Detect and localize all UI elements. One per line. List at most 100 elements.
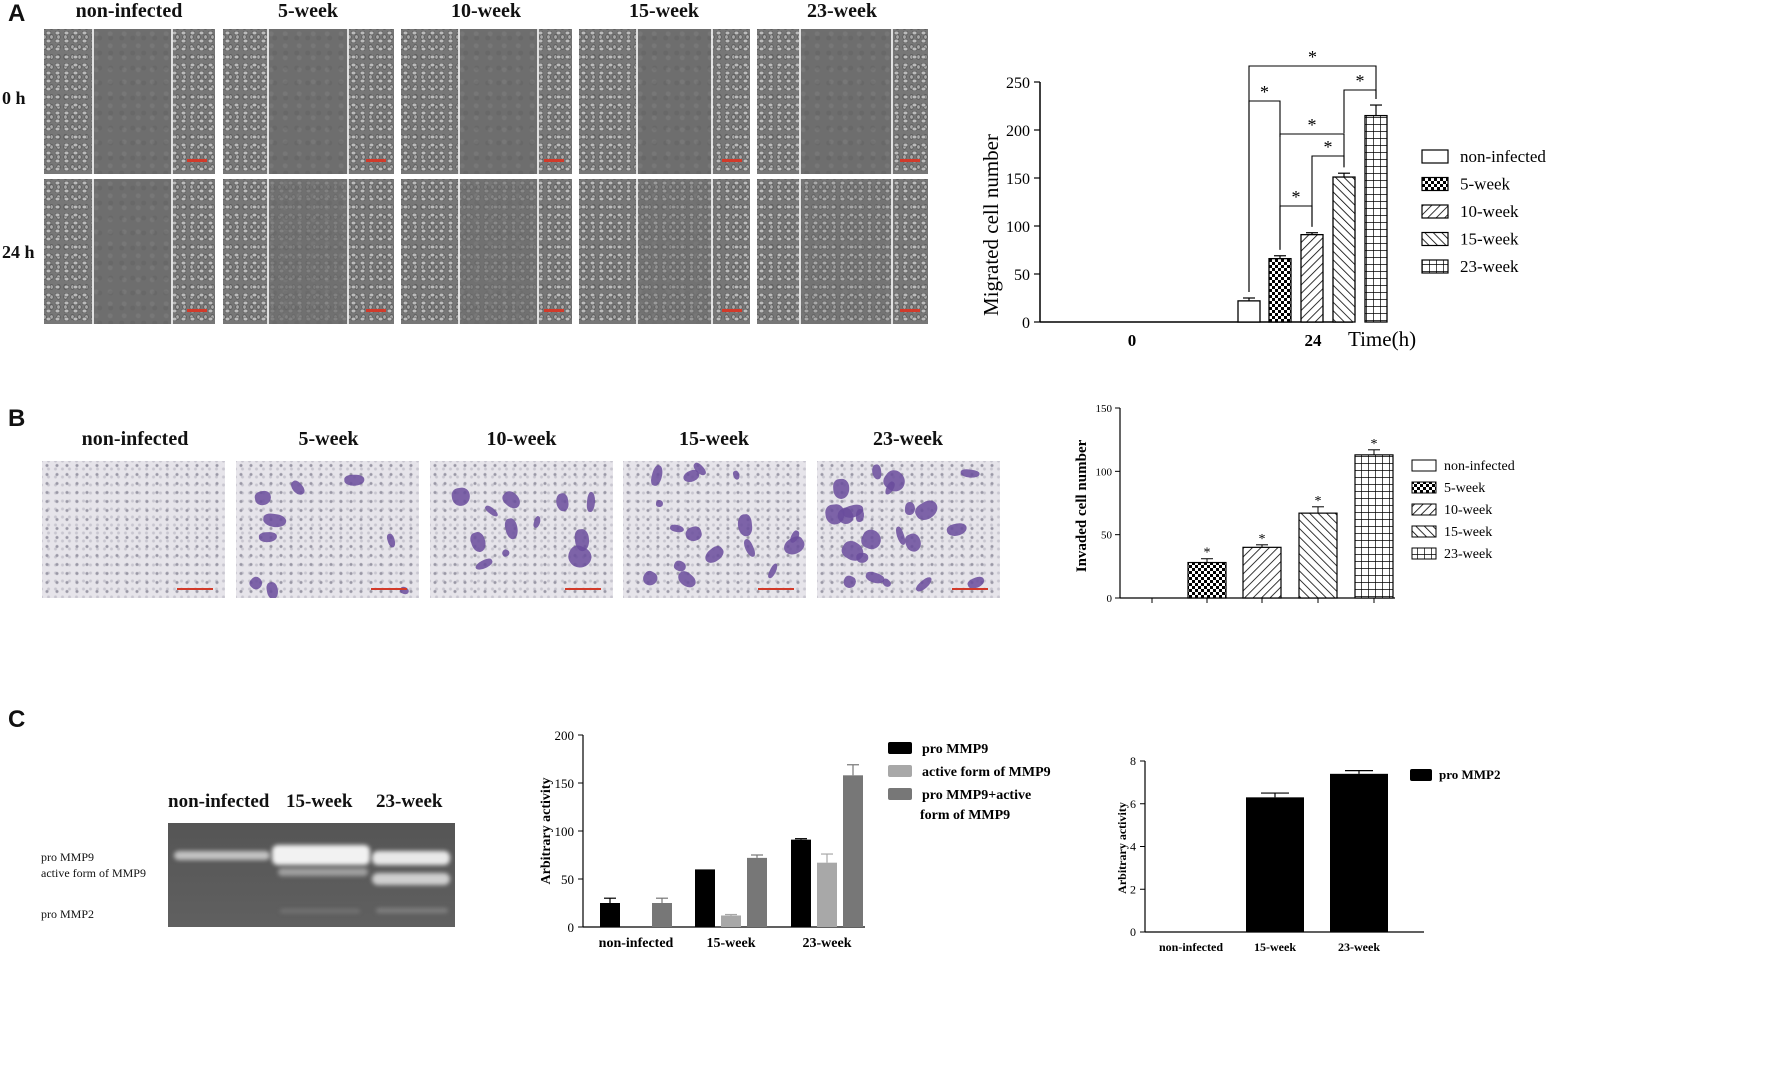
stained-cell [859, 527, 884, 552]
wound-edge-line [458, 179, 460, 324]
y-tick-label: 2 [1130, 882, 1136, 896]
stained-cell [914, 574, 934, 594]
scratch-micrograph [401, 29, 572, 174]
legend: pro MMP2 [1410, 767, 1501, 782]
stained-cell [741, 538, 757, 559]
stained-cell [501, 548, 511, 558]
scale-bar [900, 309, 920, 312]
legend-swatch [888, 788, 912, 800]
wound-edge-line [92, 29, 94, 174]
scale-bar [722, 309, 742, 312]
legend-swatch [1421, 176, 1449, 192]
bars [1237, 104, 1388, 323]
legend-label: 5-week [1460, 175, 1511, 194]
x-tick-label: 0 [1128, 331, 1137, 350]
wound-edge-line [799, 179, 801, 324]
stained-cell [484, 503, 500, 518]
stained-cell [499, 488, 524, 513]
scale-bar [187, 159, 207, 162]
significance-asterisk: * [1371, 437, 1378, 452]
stained-cell [684, 525, 704, 544]
bar [1298, 512, 1338, 599]
y-tick-label: 4 [1130, 840, 1136, 854]
wound-edge-line [347, 29, 349, 174]
scratch-micrograph [579, 29, 750, 174]
stained-cell [258, 531, 278, 543]
wound-edge-line [267, 29, 269, 174]
panel-a-row-label: 24 h [2, 242, 35, 262]
gel-band [376, 908, 448, 913]
stained-cell [842, 574, 858, 590]
legend-swatch [888, 765, 912, 777]
x-tick-label: 23-week [1338, 940, 1380, 954]
x-tick-label: 15-week [1254, 940, 1296, 954]
wound-edge-line [347, 179, 349, 324]
y-tick-label: 100 [555, 824, 575, 839]
wound-edge-line [537, 179, 539, 324]
wound-edge-line [458, 29, 460, 174]
y-tick-label: 250 [1006, 75, 1030, 92]
wound-gap [799, 29, 891, 174]
significance-bracket [1343, 89, 1377, 134]
transwell-micrograph [430, 461, 613, 598]
y-tick-label: 200 [1006, 123, 1030, 140]
bar [843, 775, 863, 927]
x-tick-label: 24 [1305, 331, 1323, 350]
bar [1354, 454, 1394, 599]
transwell-micrograph [623, 461, 806, 598]
legend-swatch [1411, 481, 1437, 494]
legend: non-infected 5-week 10-week 15-week 23-week [1421, 147, 1546, 276]
wound-edge-line [891, 179, 893, 324]
wound-gap [636, 179, 711, 324]
significance-asterisk: * [1315, 494, 1322, 509]
panel-b-col-label: 23-week [873, 428, 943, 450]
scale-bar [366, 309, 386, 312]
gel-band [280, 909, 360, 913]
stained-cell [855, 553, 869, 564]
stained-cell [881, 578, 893, 590]
significance-bracket [1279, 133, 1345, 250]
transwell-micrograph [817, 461, 1000, 598]
stained-cell [669, 523, 685, 533]
y-tick-label: 100 [1096, 466, 1113, 478]
bar [1330, 773, 1388, 932]
stained-cell [468, 530, 489, 554]
stained-cell [655, 500, 664, 508]
bar [652, 903, 672, 927]
scale-bar [187, 309, 207, 312]
stained-cell [904, 501, 916, 516]
y-tick-label: 50 [1014, 267, 1030, 284]
legend-label: 5-week [1444, 481, 1485, 496]
scratch-micrograph [579, 179, 750, 324]
stained-cell [675, 568, 699, 592]
wound-gap [458, 179, 537, 324]
legend-label: 23-week [1460, 257, 1519, 276]
wound-edge-line [267, 179, 269, 324]
stained-cell [503, 517, 520, 541]
y-ticks: 200 150 100 50 0 [555, 728, 583, 935]
significance-asterisk: * [1356, 71, 1365, 91]
y-tick-label: 0 [1107, 593, 1113, 605]
legend-label: pro MMP9 [922, 742, 988, 757]
stained-cell [945, 521, 968, 538]
wound-gap [799, 179, 891, 324]
legend-label: non-infected [1444, 459, 1515, 474]
scale-bar [177, 588, 213, 590]
legend-label: 10-week [1444, 503, 1492, 518]
bar [600, 903, 620, 927]
bar [1300, 233, 1324, 323]
stained-cell [681, 468, 701, 485]
gel-band [272, 845, 370, 865]
stained-cell [247, 574, 264, 592]
y-tick-label: 150 [555, 776, 575, 791]
bar [747, 857, 767, 927]
significance-asterisk: * [1259, 532, 1266, 547]
wound-edge-line [799, 29, 801, 174]
stained-cell [344, 474, 365, 486]
y-tick-label: 0 [1022, 315, 1030, 332]
scale-bar [544, 309, 564, 312]
gel-band [278, 868, 368, 876]
significance-asterisk: * [1308, 47, 1317, 67]
bars: * * * * [1151, 437, 1394, 603]
panel-b-col-label: 15-week [679, 428, 749, 450]
